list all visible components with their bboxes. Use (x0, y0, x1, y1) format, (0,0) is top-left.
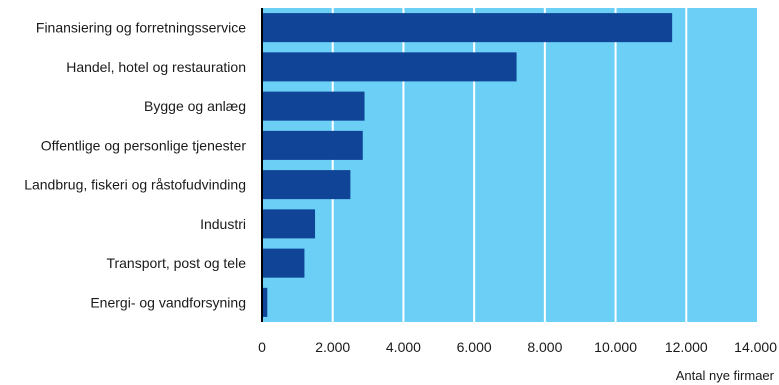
bar (262, 91, 365, 121)
x-tick-label: 6.000 (457, 339, 492, 355)
category-label: Bygge og anlæg (144, 98, 246, 114)
bar (262, 209, 316, 239)
bar (262, 170, 351, 200)
category-label: Finansiering og forretningsservice (36, 20, 246, 36)
category-label: Landbrug, fiskeri og råstofudvinding (24, 177, 246, 193)
bar (262, 52, 517, 82)
x-tick-label: 2.000 (315, 339, 350, 355)
bar (262, 248, 305, 278)
category-label: Transport, post og tele (106, 255, 246, 271)
bars (262, 13, 673, 317)
category-labels: Finansiering og forretningsservice Handel… (24, 20, 246, 311)
category-label: Industri (200, 216, 246, 232)
bar (262, 287, 268, 317)
x-tick-label: 12.000 (665, 339, 708, 355)
x-tick-label: 4.000 (386, 339, 421, 355)
x-tick-label: 14.000 (734, 339, 777, 355)
bar (262, 13, 673, 43)
x-tick-label: 10.000 (594, 339, 637, 355)
x-tick-labels: 0 2.000 4.000 6.000 8.000 10.000 12.000 14.000 (258, 339, 777, 355)
x-axis-label: Antal nye firmaer (676, 368, 775, 383)
bar (262, 130, 363, 160)
x-tick-label: 0 (258, 339, 266, 355)
x-tick-label: 8.000 (527, 339, 562, 355)
category-label: Handel, hotel og restauration (66, 59, 246, 75)
category-label: Offentlige og personlige tjenester (41, 137, 247, 153)
category-label: Energi- og vandforsyning (90, 294, 246, 310)
